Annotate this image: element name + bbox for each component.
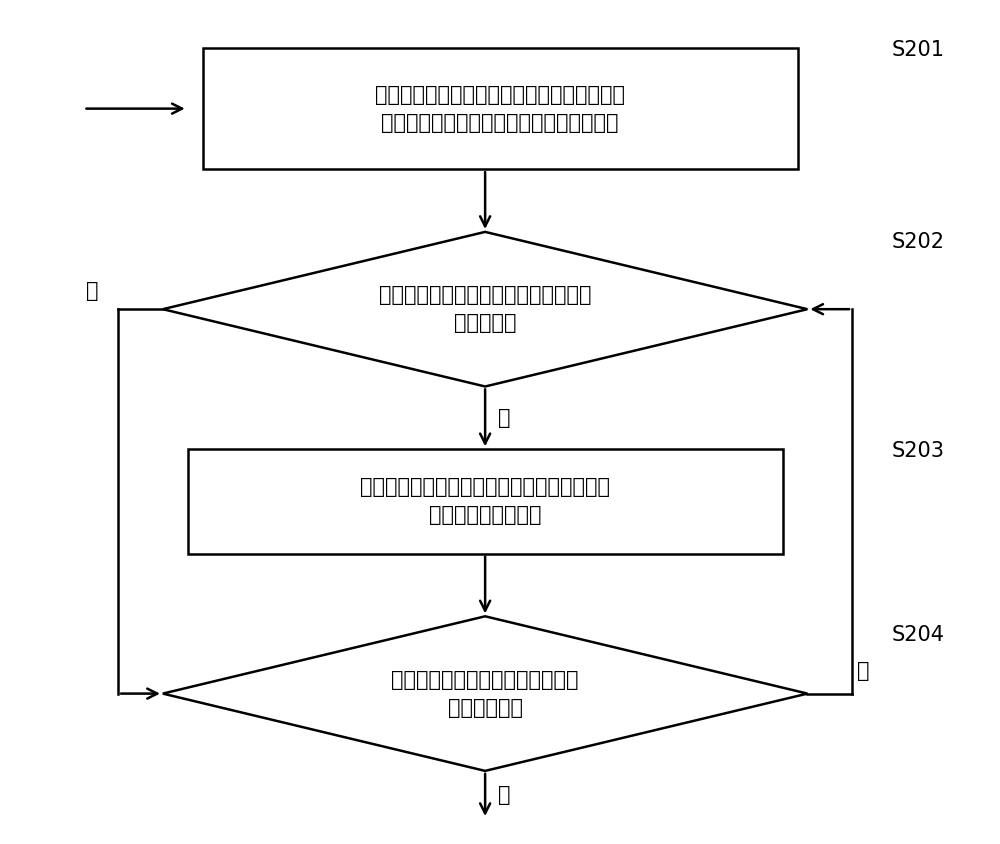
Polygon shape xyxy=(163,616,807,771)
Text: S201: S201 xyxy=(892,41,945,60)
Text: 否: 否 xyxy=(498,785,511,805)
Text: 是: 是 xyxy=(498,408,511,428)
Text: 确定第一充电持续时间是否达到预设的
持续时间段: 确定第一充电持续时间是否达到预设的 持续时间段 xyxy=(379,285,591,333)
Text: 控制第一充电芯片停止为电池充电，启动第二
充电芯片为电池充电: 控制第一充电芯片停止为电池充电，启动第二 充电芯片为电池充电 xyxy=(360,478,610,525)
Text: 在为终端设备的电池进行充电时，确定第一充
电芯片当前为电池充电的第一充电持续时间: 在为终端设备的电池进行充电时，确定第一充 电芯片当前为电池充电的第一充电持续时间 xyxy=(375,84,625,133)
Text: 是: 是 xyxy=(857,661,870,681)
Bar xyxy=(203,48,798,169)
Text: 否: 否 xyxy=(86,281,98,300)
Text: S204: S204 xyxy=(892,625,945,645)
Bar xyxy=(188,449,783,554)
Text: 确定第一充电芯片的温度是否达到
预设的温度值: 确定第一充电芯片的温度是否达到 预设的温度值 xyxy=(391,669,579,717)
Text: S203: S203 xyxy=(892,441,945,462)
Polygon shape xyxy=(163,232,807,387)
Text: S202: S202 xyxy=(892,232,945,252)
